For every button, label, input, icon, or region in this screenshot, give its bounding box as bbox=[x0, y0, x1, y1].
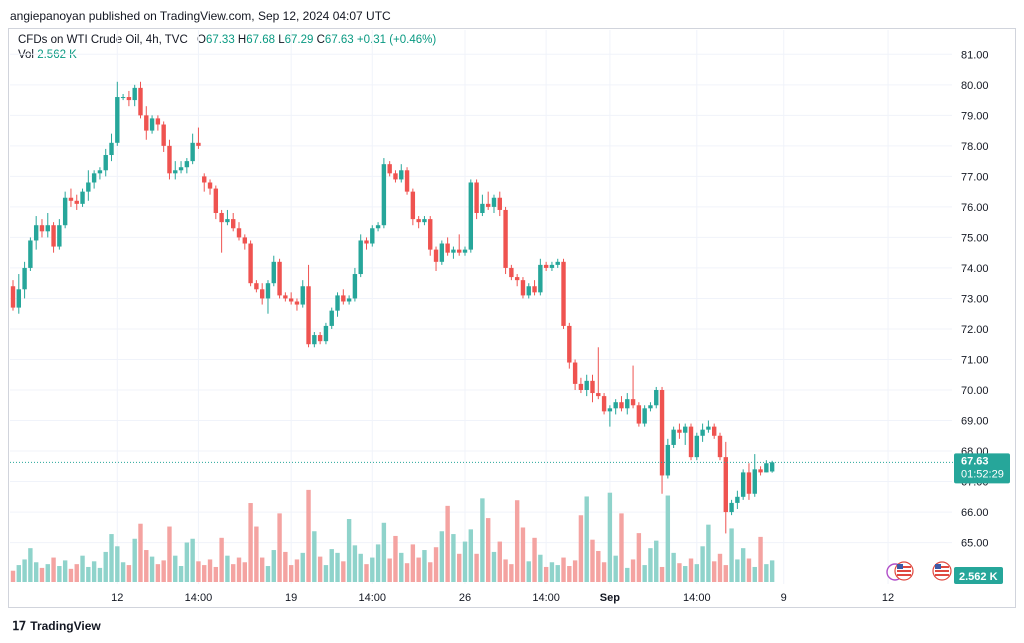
ohlc-line: CFDs on WTI Crude Oil, 4h, TVC O67.33 H6… bbox=[18, 33, 436, 48]
close-label: C bbox=[316, 34, 325, 46]
low-label: L bbox=[278, 34, 285, 46]
change-value: +0.31 (+0.46%) bbox=[356, 34, 437, 46]
footer-brand-label: TradingView bbox=[30, 619, 101, 633]
volume-line: Vol 2.562 K bbox=[18, 48, 436, 63]
low-value: 67.29 bbox=[284, 34, 314, 46]
open-label: O bbox=[196, 34, 206, 46]
volume-value: 2.562 K bbox=[37, 49, 77, 61]
tradingview-logo-icon: 𝟣𝟩 bbox=[12, 619, 26, 633]
open-value: 67.33 bbox=[205, 34, 235, 46]
volume-label: Vol bbox=[18, 49, 34, 61]
high-value: 67.68 bbox=[246, 34, 276, 46]
chart-frame bbox=[8, 28, 1016, 608]
close-value: 67.63 bbox=[324, 34, 354, 46]
chart-legend: CFDs on WTI Crude Oil, 4h, TVC O67.33 H6… bbox=[18, 33, 436, 63]
symbol-label[interactable]: CFDs on WTI Crude Oil, 4h, TVC bbox=[18, 34, 188, 46]
high-label: H bbox=[237, 34, 247, 46]
published-caption: angiepanoyan published on TradingView.co… bbox=[10, 9, 391, 23]
footer-brand[interactable]: 𝟣𝟩 TradingView bbox=[12, 619, 101, 633]
